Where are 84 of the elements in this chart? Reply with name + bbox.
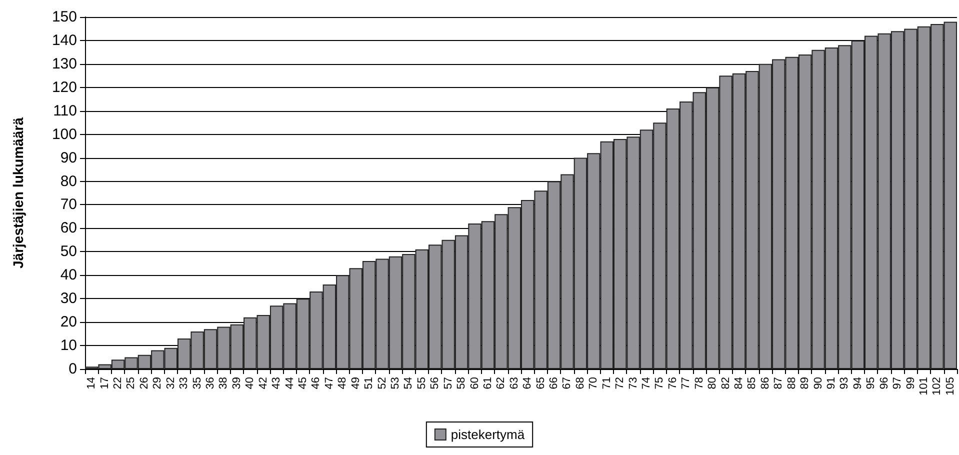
- x-tick-label: 101: [918, 377, 930, 396]
- x-tick-label: 105: [944, 377, 956, 396]
- x-tick-label: 91: [825, 377, 838, 390]
- x-tick-label: 73: [627, 377, 640, 390]
- x-tick-label: 77: [680, 377, 692, 390]
- x-tick-label: 48: [336, 377, 349, 390]
- x-tick-label: 85: [746, 377, 758, 390]
- x-tick-label: 88: [786, 377, 798, 390]
- x-tick-label: 38: [218, 377, 230, 390]
- x-tick-label: 74: [640, 377, 653, 390]
- y-tick-label: 120: [52, 78, 77, 96]
- y-tick-label: 40: [60, 266, 77, 284]
- x-tick-label: 80: [706, 377, 719, 390]
- y-tick-label: 0: [68, 360, 77, 378]
- x-tick-label: 72: [614, 377, 626, 390]
- x-tick-label: 75: [654, 377, 666, 390]
- x-tick-label: 39: [230, 377, 243, 390]
- x-tick-label: 71: [600, 377, 613, 390]
- x-tick-label: 45: [297, 377, 309, 390]
- x-tick-label: 26: [138, 377, 150, 390]
- x-tick-label: 52: [376, 377, 388, 390]
- y-tick-label: 30: [60, 290, 77, 308]
- y-tick-label: 80: [60, 172, 77, 190]
- x-tick-label: 58: [456, 377, 468, 390]
- x-tick-label: 61: [482, 377, 494, 390]
- x-tick-label: 33: [178, 377, 190, 390]
- x-tick-label: 53: [389, 377, 402, 390]
- x-tick-label: 46: [310, 377, 322, 390]
- x-tick-label: 63: [508, 377, 520, 390]
- x-tick-label: 78: [693, 377, 706, 390]
- y-tick-label: 150: [52, 8, 77, 26]
- x-tick-label: 43: [270, 377, 283, 390]
- x-tick-label: 49: [350, 377, 362, 390]
- x-tick-label: 76: [666, 377, 679, 390]
- x-tick-label: 86: [759, 377, 772, 390]
- legend-label: pistekertymä: [450, 427, 526, 442]
- x-tick-label: 14: [86, 377, 98, 390]
- x-tick-label: 40: [244, 377, 256, 390]
- x-tick-label: 66: [548, 377, 560, 390]
- y-tick-label: 10: [60, 337, 77, 354]
- x-tick-label: 90: [812, 377, 824, 390]
- x-tick-label: 94: [852, 377, 864, 390]
- x-tick-label: 54: [402, 377, 415, 390]
- x-tick-label: 32: [164, 377, 177, 390]
- y-tick-label: 20: [60, 314, 77, 331]
- y-tick-label: 50: [60, 243, 77, 260]
- y-tick-label: 110: [53, 102, 77, 120]
- x-tick-label: 82: [720, 377, 732, 390]
- x-tick-label: 57: [442, 377, 454, 390]
- x-tick-label: 64: [522, 377, 534, 390]
- x-tick-label: 25: [125, 377, 138, 390]
- x-tick-label: 60: [468, 377, 481, 390]
- y-tick-label: 60: [60, 220, 77, 237]
- x-tick-label: 67: [561, 377, 574, 390]
- x-tick-label: 97: [892, 377, 904, 390]
- x-tick-label: 51: [363, 377, 376, 390]
- x-tick-label: 36: [204, 377, 217, 390]
- y-tick-label: 100: [52, 126, 77, 143]
- x-tick-label: 56: [429, 377, 442, 390]
- x-tick-label: 93: [838, 377, 851, 390]
- x-tick-label: 68: [574, 377, 586, 390]
- x-tick-label: 95: [865, 377, 878, 390]
- x-tick-label: 89: [799, 377, 812, 390]
- x-tick-label: 96: [878, 377, 890, 390]
- y-tick-label: 140: [52, 32, 77, 49]
- y-tick-label: 90: [60, 149, 77, 166]
- x-tick-label: 70: [588, 377, 600, 390]
- x-tick-label: 29: [152, 377, 164, 390]
- x-tick-label: 62: [495, 377, 508, 390]
- x-tick-label: 35: [191, 377, 204, 390]
- x-tick-label: 42: [257, 377, 270, 390]
- x-tick-label: 65: [534, 377, 547, 390]
- x-tick-label: 99: [904, 377, 917, 390]
- x-tick-label: 44: [284, 377, 296, 390]
- x-tick-label: 17: [98, 377, 111, 390]
- y-tick-label: 130: [52, 55, 77, 72]
- y-tick-label: 70: [60, 196, 77, 214]
- x-tick-label: 47: [323, 377, 336, 390]
- y-axis-title: Järjestäjien lukumäärä: [10, 117, 26, 268]
- x-tick-label: 84: [733, 377, 745, 390]
- x-tick-label: 22: [112, 377, 124, 390]
- x-tick-label: 55: [416, 377, 428, 390]
- x-tick-label: 102: [931, 377, 944, 396]
- x-tick-label: 87: [772, 377, 785, 390]
